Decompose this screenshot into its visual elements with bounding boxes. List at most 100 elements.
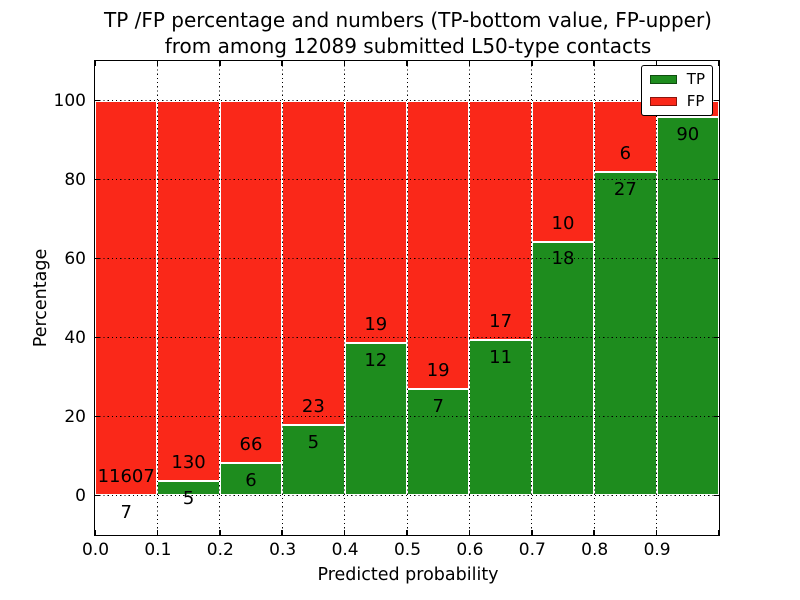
tick-mark: [714, 178, 719, 181]
fp-count-label: 10: [551, 212, 575, 234]
tick-mark: [531, 61, 533, 66]
bar-tp-3: [282, 424, 345, 496]
y-gridline: [95, 100, 719, 101]
tick-mark: [714, 336, 719, 339]
tick-mark: [95, 336, 100, 339]
y-tick-label: 0: [75, 486, 86, 506]
x-gridline: [406, 61, 408, 535]
tick-mark: [281, 61, 283, 66]
tick-mark: [156, 61, 159, 66]
bar-fp-1: [157, 100, 220, 481]
y-gridline: [95, 416, 719, 417]
legend-entry-fp: FP: [649, 92, 705, 110]
x-gridline: [656, 61, 658, 535]
fp-count-label: 23: [301, 396, 325, 418]
x-gridline: [593, 61, 595, 535]
tick-mark: [219, 530, 221, 535]
tick-mark: [714, 494, 719, 497]
fp-count-label: 19: [426, 360, 450, 382]
legend-swatch-fp: [649, 97, 677, 106]
chart-title-line2: from among 12089 submitted L50-type cont…: [164, 34, 652, 58]
tick-mark: [95, 257, 100, 260]
legend: TP FP: [640, 65, 713, 116]
tick-mark: [714, 99, 719, 102]
y-gridline: [95, 495, 719, 496]
tp-count-label: 7: [120, 502, 132, 524]
fp-count-label: 19: [364, 313, 388, 335]
y-tick-label: 80: [64, 170, 86, 190]
legend-entry-tp: TP: [649, 70, 705, 88]
bar-fp-5: [407, 100, 470, 390]
tick-mark: [714, 415, 719, 418]
tick-mark: [531, 530, 533, 535]
bar-fp-3: [282, 100, 345, 425]
tp-count-label: 7: [432, 396, 444, 418]
tick-mark: [468, 61, 471, 66]
chart-title-line1: TP /FP percentage and numbers (TP-bottom…: [104, 8, 712, 32]
tick-mark: [468, 530, 471, 535]
x-tick-label: 0.9: [643, 540, 671, 560]
bar-tp-7: [531, 241, 595, 496]
tick-mark: [593, 530, 595, 535]
x-tick-label: 0.5: [393, 540, 422, 560]
x-gridline: [281, 61, 283, 535]
x-gridline: [219, 61, 221, 535]
bar-tp-9: [656, 117, 719, 496]
y-tick-label: 100: [53, 91, 86, 111]
tick-mark: [95, 494, 100, 497]
bar-fp-0: [95, 100, 158, 496]
tick-mark: [343, 61, 346, 66]
fp-count-label: 66: [239, 433, 263, 455]
x-tick-label: 0.3: [269, 540, 297, 560]
legend-swatch-tp: [649, 75, 677, 84]
x-tick-label: 0.0: [81, 540, 110, 560]
x-axis-label: Predicted probability: [317, 565, 499, 585]
y-gridline: [95, 337, 719, 338]
y-gridline: [95, 179, 719, 180]
bar-fp-4: [344, 100, 407, 343]
tick-mark: [406, 530, 408, 535]
bar-fp-7: [531, 100, 595, 242]
chart-plot-area: TP FP 11607 7 130 5 66 6 23 5 19 12 19 7 17 11 10 18 6 27…: [94, 60, 720, 536]
bar-tp-6: [469, 340, 532, 496]
tick-mark: [95, 415, 100, 418]
x-gridline: [344, 61, 346, 535]
legend-label-tp: TP: [686, 70, 705, 88]
tp-count-label: 5: [307, 431, 320, 453]
x-tick-label: 0.1: [144, 540, 172, 560]
tick-mark: [94, 530, 96, 535]
tick-mark: [219, 61, 221, 66]
tp-count-label: 11: [489, 347, 513, 369]
bar-tp-2: [219, 462, 283, 496]
tp-count-label: 6: [245, 469, 257, 491]
x-tick-label: 0.7: [518, 540, 546, 560]
tick-mark: [718, 61, 720, 66]
tick-mark: [714, 257, 719, 260]
y-tick-label: 60: [64, 249, 86, 269]
tick-mark: [406, 61, 408, 66]
tick-mark: [655, 61, 658, 66]
bar-fp-2: [219, 100, 283, 463]
bar-fp-6: [469, 100, 532, 341]
chart-title: TP /FP percentage and numbers (TP-bottom…: [0, 7, 800, 59]
bar-tp-1: [157, 480, 220, 496]
y-gridline: [95, 258, 719, 259]
fp-count-label: 17: [489, 311, 513, 333]
tp-count-label: 5: [182, 487, 195, 509]
legend-label-fp: FP: [686, 92, 705, 110]
fp-count-label: 11607: [97, 466, 155, 488]
tp-count-label: 90: [676, 124, 700, 146]
tick-mark: [95, 178, 100, 181]
bar-tp-8: [594, 172, 657, 496]
tp-count-label: 27: [613, 179, 637, 201]
bar-tp-5: [407, 389, 470, 496]
fp-count-label: 130: [171, 451, 206, 473]
x-gridline: [531, 61, 533, 535]
tick-mark: [281, 530, 283, 535]
tick-mark: [718, 530, 720, 535]
tick-mark: [94, 61, 96, 66]
x-tick-label: 0.2: [206, 540, 234, 560]
y-tick-label: 40: [64, 328, 86, 348]
tick-mark: [655, 530, 658, 535]
